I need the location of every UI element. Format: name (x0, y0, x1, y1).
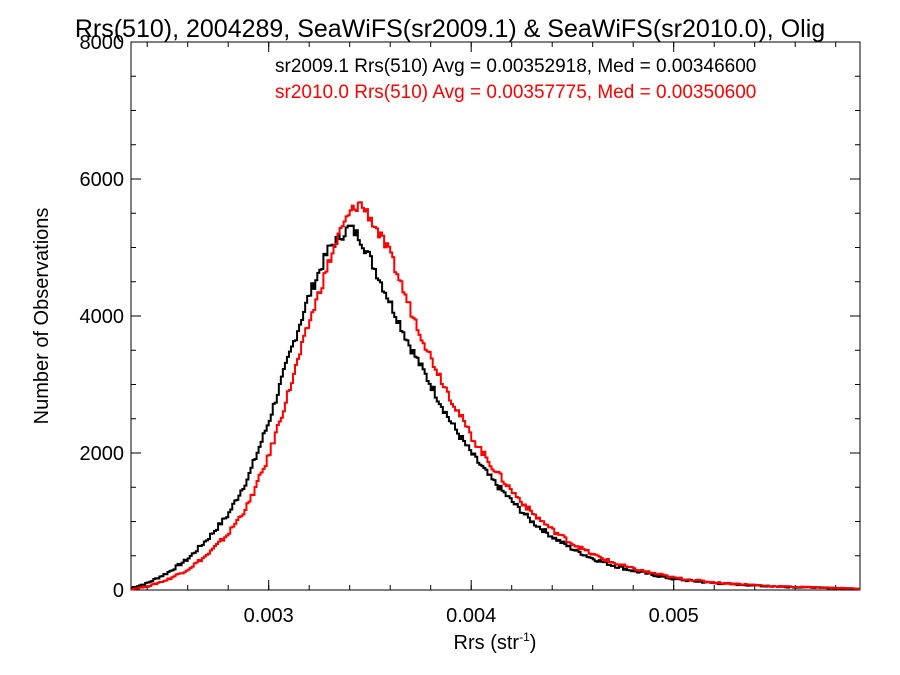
x-tick-label: 0.004 (446, 605, 496, 627)
legend-line-2: sr2010.0 Rrs(510) Avg = 0.00357775, Med … (275, 82, 756, 103)
plot-frame (130, 41, 861, 591)
y-axis-label: Number of Observations (31, 208, 53, 425)
x-axis-label-close: ) (530, 632, 537, 654)
y-tick-label: 2000 (80, 443, 125, 465)
x-axis-label: Rrs (str-1) (454, 630, 537, 654)
x-tick-label: 0.003 (244, 605, 294, 627)
x-axis-label-superscript: -1 (519, 630, 530, 644)
series-line-sr2010.0 (131, 201, 860, 591)
axis-ticks (131, 41, 860, 591)
y-tick-label: 0 (113, 580, 124, 602)
y-tick-label: 6000 (80, 169, 125, 191)
y-tick-label: 8000 (80, 32, 125, 54)
series-layer (131, 201, 860, 591)
legend-line-1: sr2009.1 Rrs(510) Avg = 0.00352918, Med … (275, 56, 756, 77)
y-tick-label: 4000 (80, 306, 125, 328)
tick-labels: 0.003 0.004 0.005 0 2000 4000 6000 8000 (80, 32, 699, 627)
legend: sr2009.1 Rrs(510) Avg = 0.00352918, Med … (275, 56, 756, 103)
chart-title: Rrs(510), 2004289, SeaWiFS(sr2009.1) & S… (75, 15, 825, 43)
x-axis-label-main: Rrs (str (454, 632, 520, 654)
plot-area (130, 41, 861, 591)
x-tick-label: 0.005 (649, 605, 699, 627)
series-line-sr2009.1 (131, 224, 860, 590)
